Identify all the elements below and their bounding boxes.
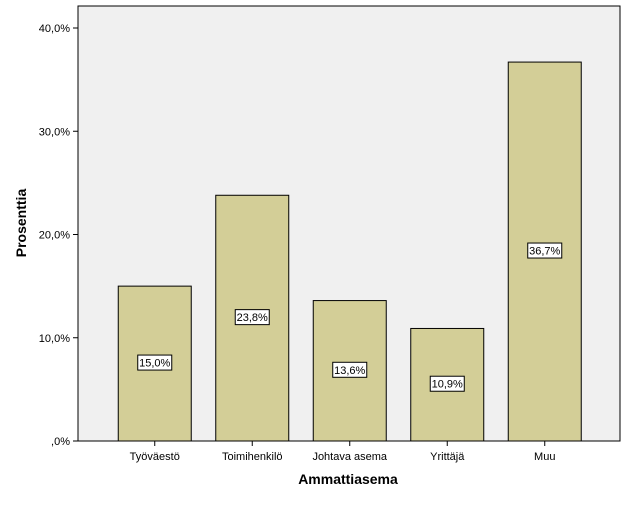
y-tick-label: 10,0%	[39, 333, 70, 345]
y-axis-title: Prosenttia	[13, 189, 29, 258]
data-label: 13,6%	[334, 365, 365, 377]
y-tick-label: ,0%	[51, 436, 70, 448]
x-tick-label: Johtava asema	[312, 451, 387, 463]
y-tick-label: 30,0%	[39, 126, 70, 138]
data-label-box	[527, 242, 563, 259]
y-tick-label: 20,0%	[39, 230, 70, 242]
x-tick-label: Muu	[534, 451, 555, 463]
data-label-box	[429, 375, 465, 392]
data-label: 23,8%	[237, 312, 268, 324]
y-tick-label: 40,0%	[39, 23, 70, 35]
y-axis: ,0% 10,0% 20,0% 30,0% 40,0%	[39, 23, 78, 448]
x-tick-label: Yrittäjä	[430, 451, 465, 463]
bars-layer: 15,0% 23,8% 13,6% 10,9% 36,7%	[117, 61, 582, 442]
x-tick-label: Työväestö	[130, 451, 180, 463]
data-label: 36,7%	[529, 246, 560, 258]
data-label: 10,9%	[432, 379, 463, 391]
x-axis-title: Ammattiasema	[298, 471, 398, 487]
data-label-box	[137, 354, 173, 371]
data-label-box	[234, 309, 270, 326]
x-tick-label: Toimihenkilö	[222, 451, 283, 463]
data-label: 15,0%	[139, 358, 170, 370]
x-axis: Työväestö Toimihenkilö Johtava asema Yrittä…	[130, 441, 555, 463]
data-label-box	[332, 361, 368, 378]
